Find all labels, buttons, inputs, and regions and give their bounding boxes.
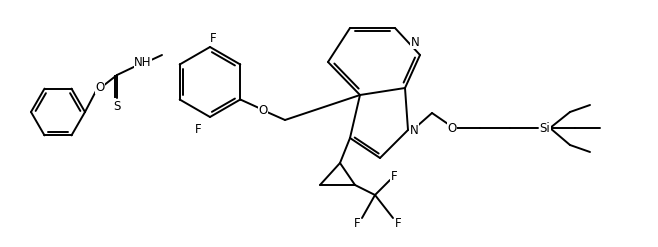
Text: F: F — [395, 217, 401, 229]
Text: O: O — [259, 103, 268, 117]
Text: N: N — [411, 36, 419, 48]
Text: N: N — [410, 124, 418, 137]
Text: Si: Si — [540, 122, 550, 135]
Text: F: F — [195, 123, 201, 136]
Text: S: S — [113, 100, 120, 112]
Text: F: F — [391, 169, 397, 183]
Text: F: F — [354, 217, 361, 229]
Text: O: O — [447, 122, 457, 135]
Text: NH: NH — [134, 56, 152, 68]
Text: O: O — [95, 81, 105, 94]
Text: F: F — [210, 33, 216, 45]
